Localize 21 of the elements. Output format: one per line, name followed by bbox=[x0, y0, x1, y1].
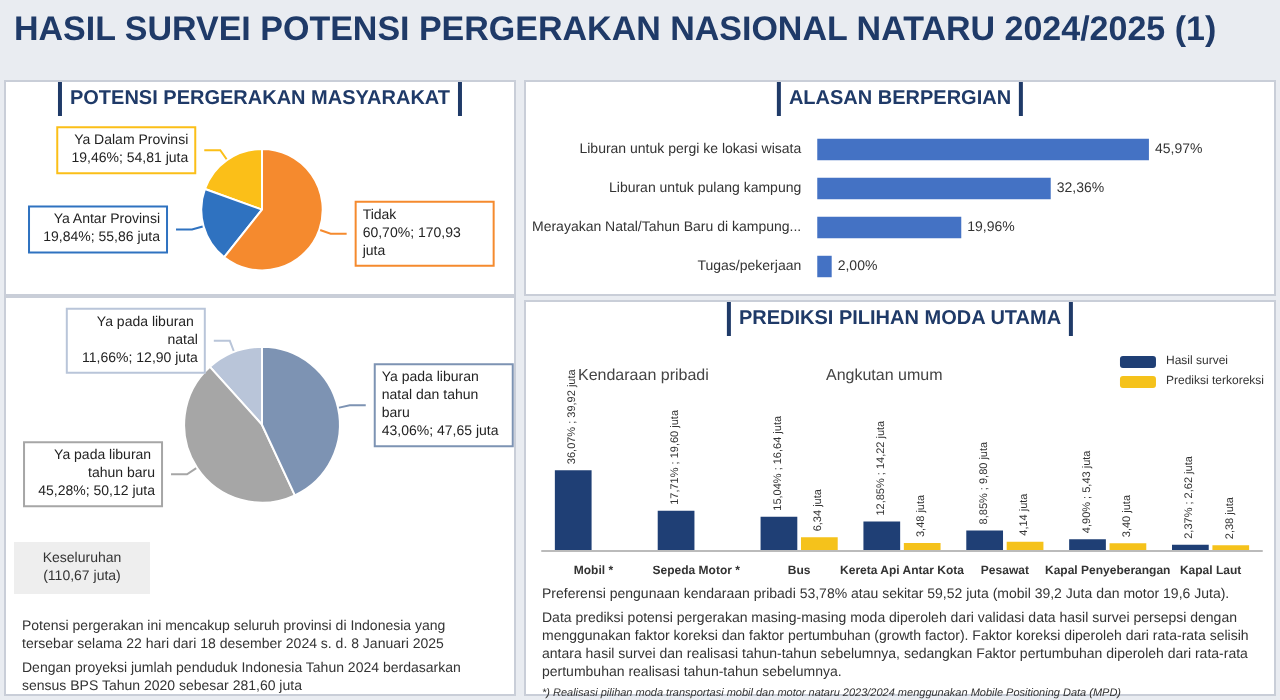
bar bbox=[760, 516, 798, 550]
bar bbox=[657, 510, 695, 550]
bar bbox=[1006, 541, 1044, 550]
bar bbox=[1109, 543, 1147, 550]
bar bbox=[817, 138, 1149, 161]
bar bbox=[966, 530, 1004, 550]
chart-title: PREDIKSI PILIHAN MODA UTAMA bbox=[726, 302, 1074, 336]
text: HASIL SURVEI POTENSI PERGERAKAN NASIONAL NATARU 2024/2025 (1) bbox=[12, 10, 1219, 50]
chart-subtitle: POTENSI PERGERAKAN MASYARAKAT bbox=[57, 82, 463, 116]
bar bbox=[1172, 544, 1209, 550]
bar bbox=[817, 177, 1051, 200]
chart-title: ALASAN BERPERGIAN bbox=[776, 82, 1024, 116]
bar bbox=[554, 470, 592, 550]
bar bbox=[800, 537, 838, 550]
bar bbox=[903, 543, 941, 550]
text: Angkutan umum bbox=[826, 366, 943, 387]
text: Kendaraan pribadi bbox=[578, 366, 709, 387]
bar bbox=[1069, 539, 1106, 550]
bar bbox=[817, 216, 962, 239]
bar bbox=[817, 255, 832, 278]
bar bbox=[863, 521, 901, 550]
